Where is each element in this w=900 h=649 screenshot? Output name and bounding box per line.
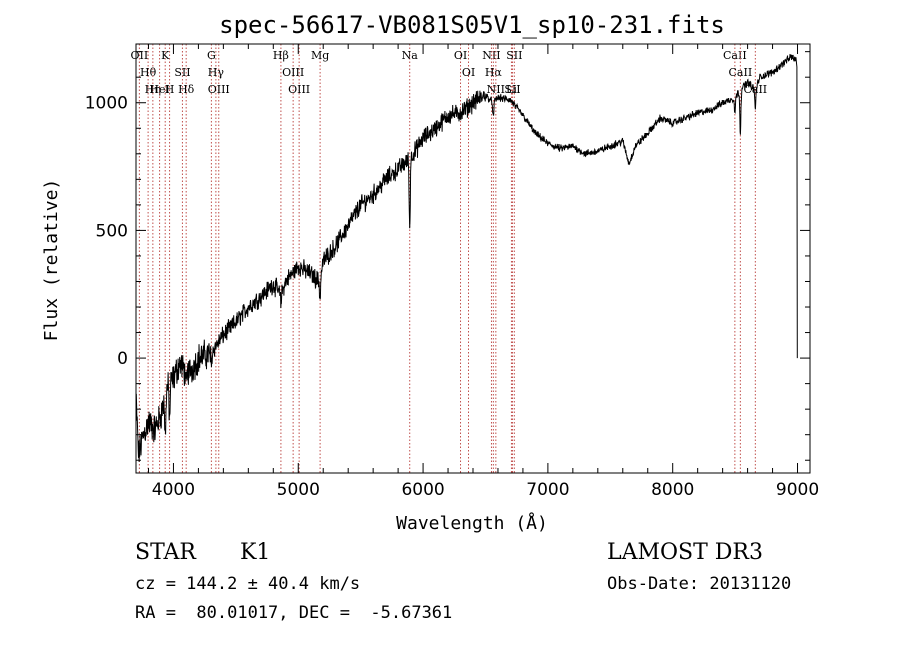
line-label: Li bbox=[506, 83, 517, 96]
x-tick-label: 6000 bbox=[401, 480, 444, 500]
line-label: Hη bbox=[145, 83, 161, 96]
line-label: SII bbox=[174, 66, 190, 79]
x-tick-label: 8000 bbox=[651, 480, 694, 500]
obs-date: Obs-Date: 20131120 bbox=[607, 574, 792, 594]
line-label: Hγ bbox=[208, 66, 225, 79]
line-label: HeI bbox=[149, 83, 169, 96]
line-label: K bbox=[161, 49, 170, 62]
line-label: Hα bbox=[485, 66, 503, 79]
line-label: CaII bbox=[743, 83, 767, 96]
line-label: Hβ bbox=[273, 49, 289, 62]
line-label: Hθ bbox=[140, 66, 157, 79]
line-label: Hδ bbox=[178, 83, 195, 96]
chart-title: spec-56617-VB081S05V1_sp10-231.fits bbox=[219, 11, 725, 39]
x-tick-label: 5000 bbox=[277, 480, 320, 500]
spectrum-line bbox=[135, 53, 798, 462]
line-label: OII bbox=[131, 49, 149, 62]
line-label: OI bbox=[462, 66, 475, 79]
line-label: OIII bbox=[208, 83, 230, 96]
line-label: SII bbox=[506, 49, 522, 62]
line-label: H bbox=[165, 83, 175, 96]
line-label: CaII bbox=[723, 49, 747, 62]
survey-name: LAMOST DR3 bbox=[607, 540, 763, 565]
line-label: NII bbox=[482, 49, 500, 62]
line-label: Mg bbox=[311, 49, 329, 62]
object-subclass: K1 bbox=[240, 540, 271, 565]
x-tick-label: 4000 bbox=[152, 480, 195, 500]
y-tick-label: 500 bbox=[96, 221, 128, 241]
coordinates-readout: RA = 80.01017, DEC = -5.67361 bbox=[135, 603, 453, 623]
y-tick-label: 0 bbox=[117, 349, 128, 369]
line-label: CaII bbox=[729, 66, 753, 79]
spectrum-series bbox=[135, 53, 798, 462]
y-axis-label: Flux (relative) bbox=[41, 179, 62, 342]
x-tick-label: 9000 bbox=[776, 480, 819, 500]
line-label: NII bbox=[487, 83, 505, 96]
line-label: Na bbox=[402, 49, 419, 62]
redshift-readout: cz = 144.2 ± 40.4 km/s bbox=[135, 574, 361, 594]
line-label: OIII bbox=[282, 66, 304, 79]
line-label: OI bbox=[454, 49, 467, 62]
y-tick-label: 1000 bbox=[85, 94, 128, 114]
line-label: G bbox=[207, 49, 216, 62]
x-axis-label: Wavelength (Å) bbox=[396, 512, 548, 534]
line-label: OIII bbox=[288, 83, 310, 96]
object-class: STAR bbox=[135, 540, 196, 565]
line-label: SII bbox=[504, 83, 520, 96]
x-tick-label: 7000 bbox=[526, 480, 569, 500]
axis-ticks: 4000 5000 6000 7000 8000 9000 0 500 1000 bbox=[85, 44, 819, 500]
